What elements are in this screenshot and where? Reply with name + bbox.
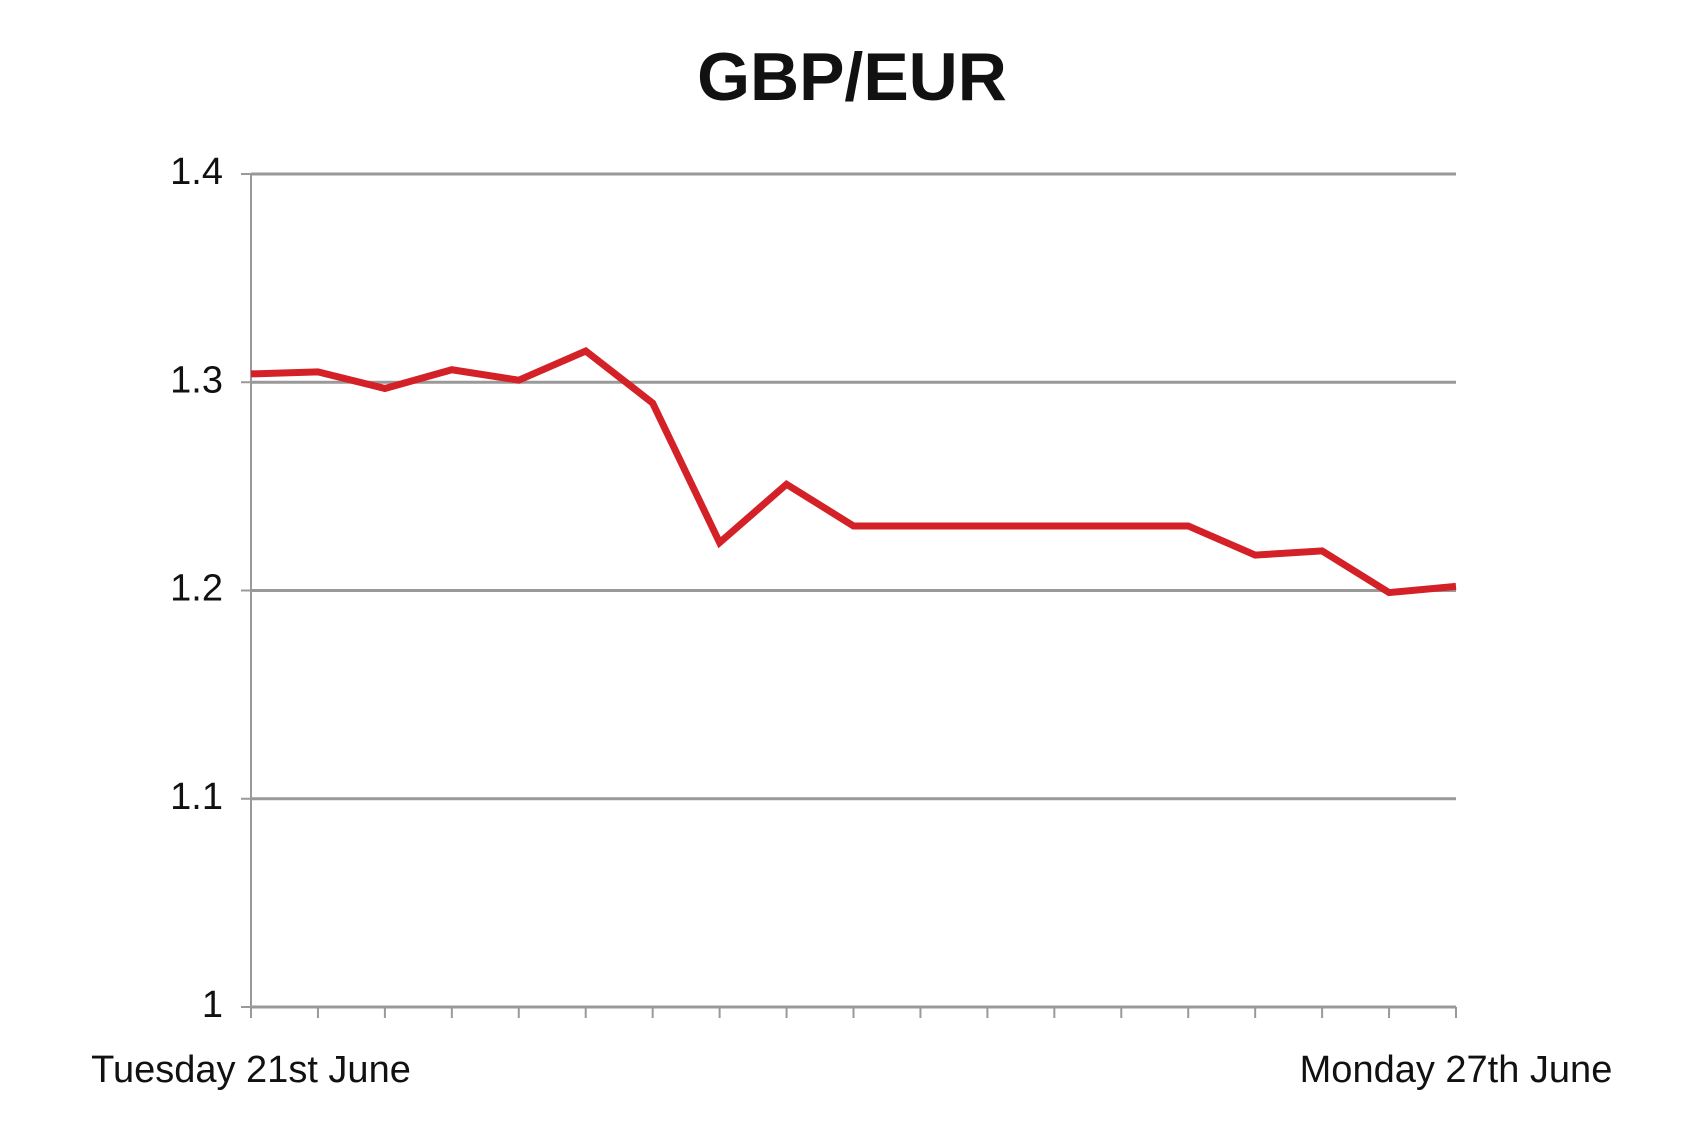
y-tick-label: 1.2 <box>170 568 223 610</box>
line <box>250 346 1457 597</box>
chart-title: GBP/EUR <box>697 39 1007 115</box>
y-tick-label: 1.4 <box>170 151 223 193</box>
x-tick-label: Tuesday 21st June <box>91 1049 411 1091</box>
x-tick-label: Monday 27th June <box>1300 1049 1613 1091</box>
y-tick-label: 1.1 <box>170 776 223 818</box>
y-tick-label: 1 <box>202 984 223 1026</box>
y-tick-label: 1.3 <box>170 359 223 401</box>
